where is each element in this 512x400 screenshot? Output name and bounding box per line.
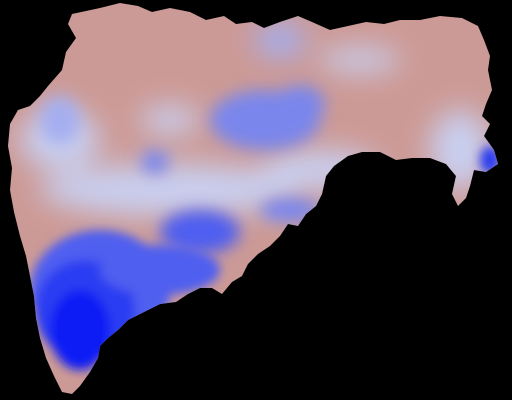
medium-blue-zones (40, 85, 325, 254)
light-blue-zones (20, 22, 490, 216)
